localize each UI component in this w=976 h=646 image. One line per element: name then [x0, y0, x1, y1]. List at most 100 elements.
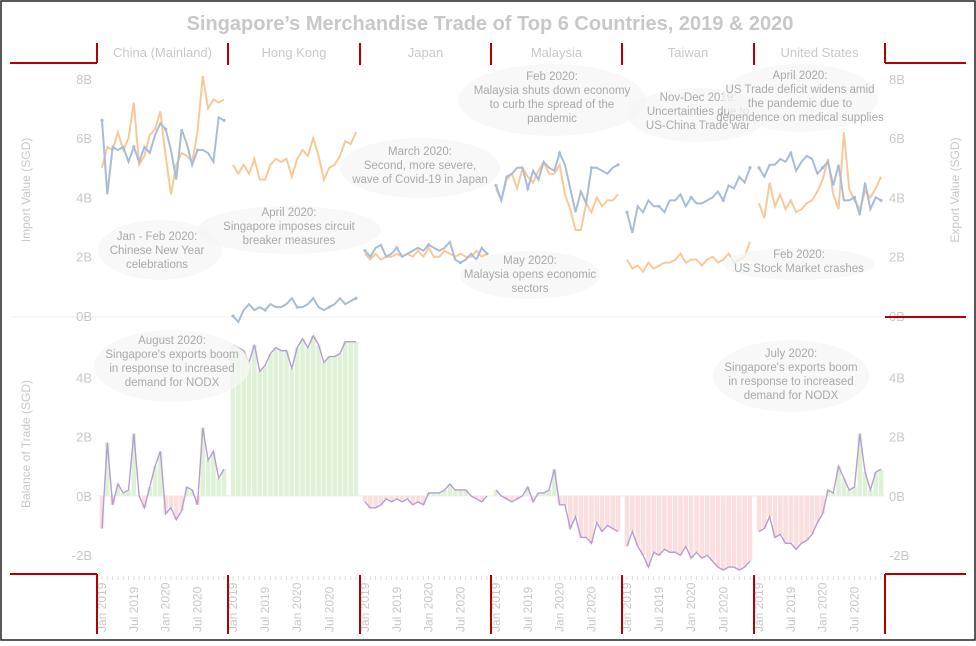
y-tick-right: 8B	[889, 72, 905, 87]
balance-bar	[142, 495, 147, 508]
annotation-line: demand for NODX	[125, 377, 220, 389]
balance-bar	[294, 347, 300, 496]
x-tick-label: Jul 2019	[652, 586, 666, 632]
annotation-bubble	[197, 206, 381, 254]
balance-bar	[578, 495, 584, 538]
balance-bar	[152, 466, 158, 496]
balance-bar	[646, 495, 651, 568]
balance-bar	[615, 495, 621, 532]
import-point	[879, 198, 883, 202]
annotation-line: April 2020:	[773, 70, 828, 82]
annotation: May 2020: Malaysia opens economic sectors	[460, 251, 600, 299]
y-tick-right: 4B	[889, 190, 905, 205]
balance-bar	[514, 495, 520, 499]
balance-bar	[683, 495, 689, 547]
balance-bar	[846, 489, 852, 496]
import-point	[363, 249, 367, 253]
annotation-text: Nov-Dec 2019: Uncertainties due to US-Chin…	[646, 92, 750, 132]
x-tick-label: Jan 2020	[684, 582, 698, 632]
import-point	[558, 151, 562, 155]
annotation-bubble	[98, 220, 222, 280]
annotation-line: Second, more severe,	[364, 160, 477, 172]
import-point	[458, 261, 463, 265]
annotation-line: Singapore's exports boom	[724, 362, 857, 374]
balance-bar	[126, 489, 131, 496]
balance-bar	[699, 495, 705, 559]
annotation-line: Jan - Feb 2020:	[117, 231, 198, 243]
balance-bar	[163, 495, 168, 514]
import-point	[195, 148, 200, 152]
balance-bar	[573, 495, 578, 517]
balance-bar	[731, 495, 737, 568]
balance-bar	[635, 495, 640, 547]
balance-bar	[332, 356, 337, 496]
annotation-line: wave of Covid-19 in Japan	[351, 174, 488, 186]
balance-bar	[300, 338, 305, 496]
annotation-line: US Stock Market crashes	[734, 263, 864, 275]
annotation-line: Malaysia shuts down economy	[474, 85, 631, 97]
balance-bar	[321, 362, 327, 496]
country-header: United States	[780, 45, 859, 60]
balance-bar	[857, 433, 863, 496]
balance-bar	[788, 495, 794, 544]
import-point	[132, 145, 136, 149]
import-line	[495, 150, 619, 213]
annotation-bubble	[458, 64, 646, 136]
y-tick-left: 0B	[76, 309, 92, 324]
balance-bar	[378, 495, 384, 505]
balance-bar	[399, 495, 405, 502]
import-point	[494, 183, 498, 188]
balance-bar	[479, 495, 484, 502]
x-tick-label: Jul 2020	[847, 586, 861, 632]
annotation-line: Feb 2020:	[526, 71, 578, 83]
balance-bar	[562, 495, 568, 505]
x-tick-label: Jul 2020	[716, 586, 730, 632]
x-tick-label: Jul 2020	[584, 586, 598, 632]
panel-malaysia: Malaysia Jan 2019 Jul 2019 Jan 2020 Jul 2020	[489, 45, 621, 632]
annotation: July 2020: Singapore's exports boom in res…	[713, 340, 869, 412]
balance-bar	[147, 487, 153, 496]
import-line	[626, 167, 751, 234]
balance-bar	[179, 495, 184, 511]
balance-line	[495, 469, 619, 545]
panel-united-states: United States Jan 2019 Jul 2019 Jan 2020 Jul…	[752, 45, 884, 632]
balance-bar	[688, 495, 694, 559]
x-tick-label: Jul 2019	[390, 586, 404, 632]
x-tick-label: Jan 2019	[95, 582, 109, 632]
balance-bar	[799, 495, 804, 544]
country-header: Japan	[408, 45, 443, 60]
balance-bar	[394, 495, 400, 499]
balance-bar	[541, 492, 547, 496]
import-point	[263, 308, 267, 312]
import-line	[364, 239, 488, 264]
import-point	[748, 166, 752, 170]
import-point	[852, 195, 857, 200]
balance-bar	[105, 442, 110, 496]
import-point	[395, 246, 399, 250]
y-tick-left: -2B	[72, 548, 92, 563]
annotation-bubble	[340, 138, 500, 198]
annotation-line: May 2020:	[503, 255, 557, 267]
balance-bar	[737, 495, 742, 571]
annotation-line: Uncertainties due to	[647, 106, 749, 118]
balance-bar	[672, 495, 678, 553]
balance-bar	[452, 489, 458, 496]
balance-bar	[348, 341, 353, 496]
balance-bar	[289, 368, 295, 496]
annotation-line: pandemic	[527, 113, 577, 125]
annotation-bubble	[723, 248, 875, 280]
x-tick-label: Jul 2019	[521, 586, 535, 632]
import-point	[526, 186, 530, 191]
balance-bar	[852, 487, 857, 496]
import-point	[164, 127, 168, 131]
annotation-bubble	[460, 251, 600, 299]
balance-bar	[368, 495, 373, 508]
annotation-line: Malaysia opens economic	[464, 269, 597, 281]
balance-bar	[205, 460, 211, 496]
import-line	[101, 115, 225, 195]
import-point	[657, 204, 661, 208]
y-tick-right: 2B	[889, 430, 905, 445]
balance-bar	[230, 344, 236, 496]
annotation-line: US Trade deficit widens amid	[726, 84, 875, 96]
